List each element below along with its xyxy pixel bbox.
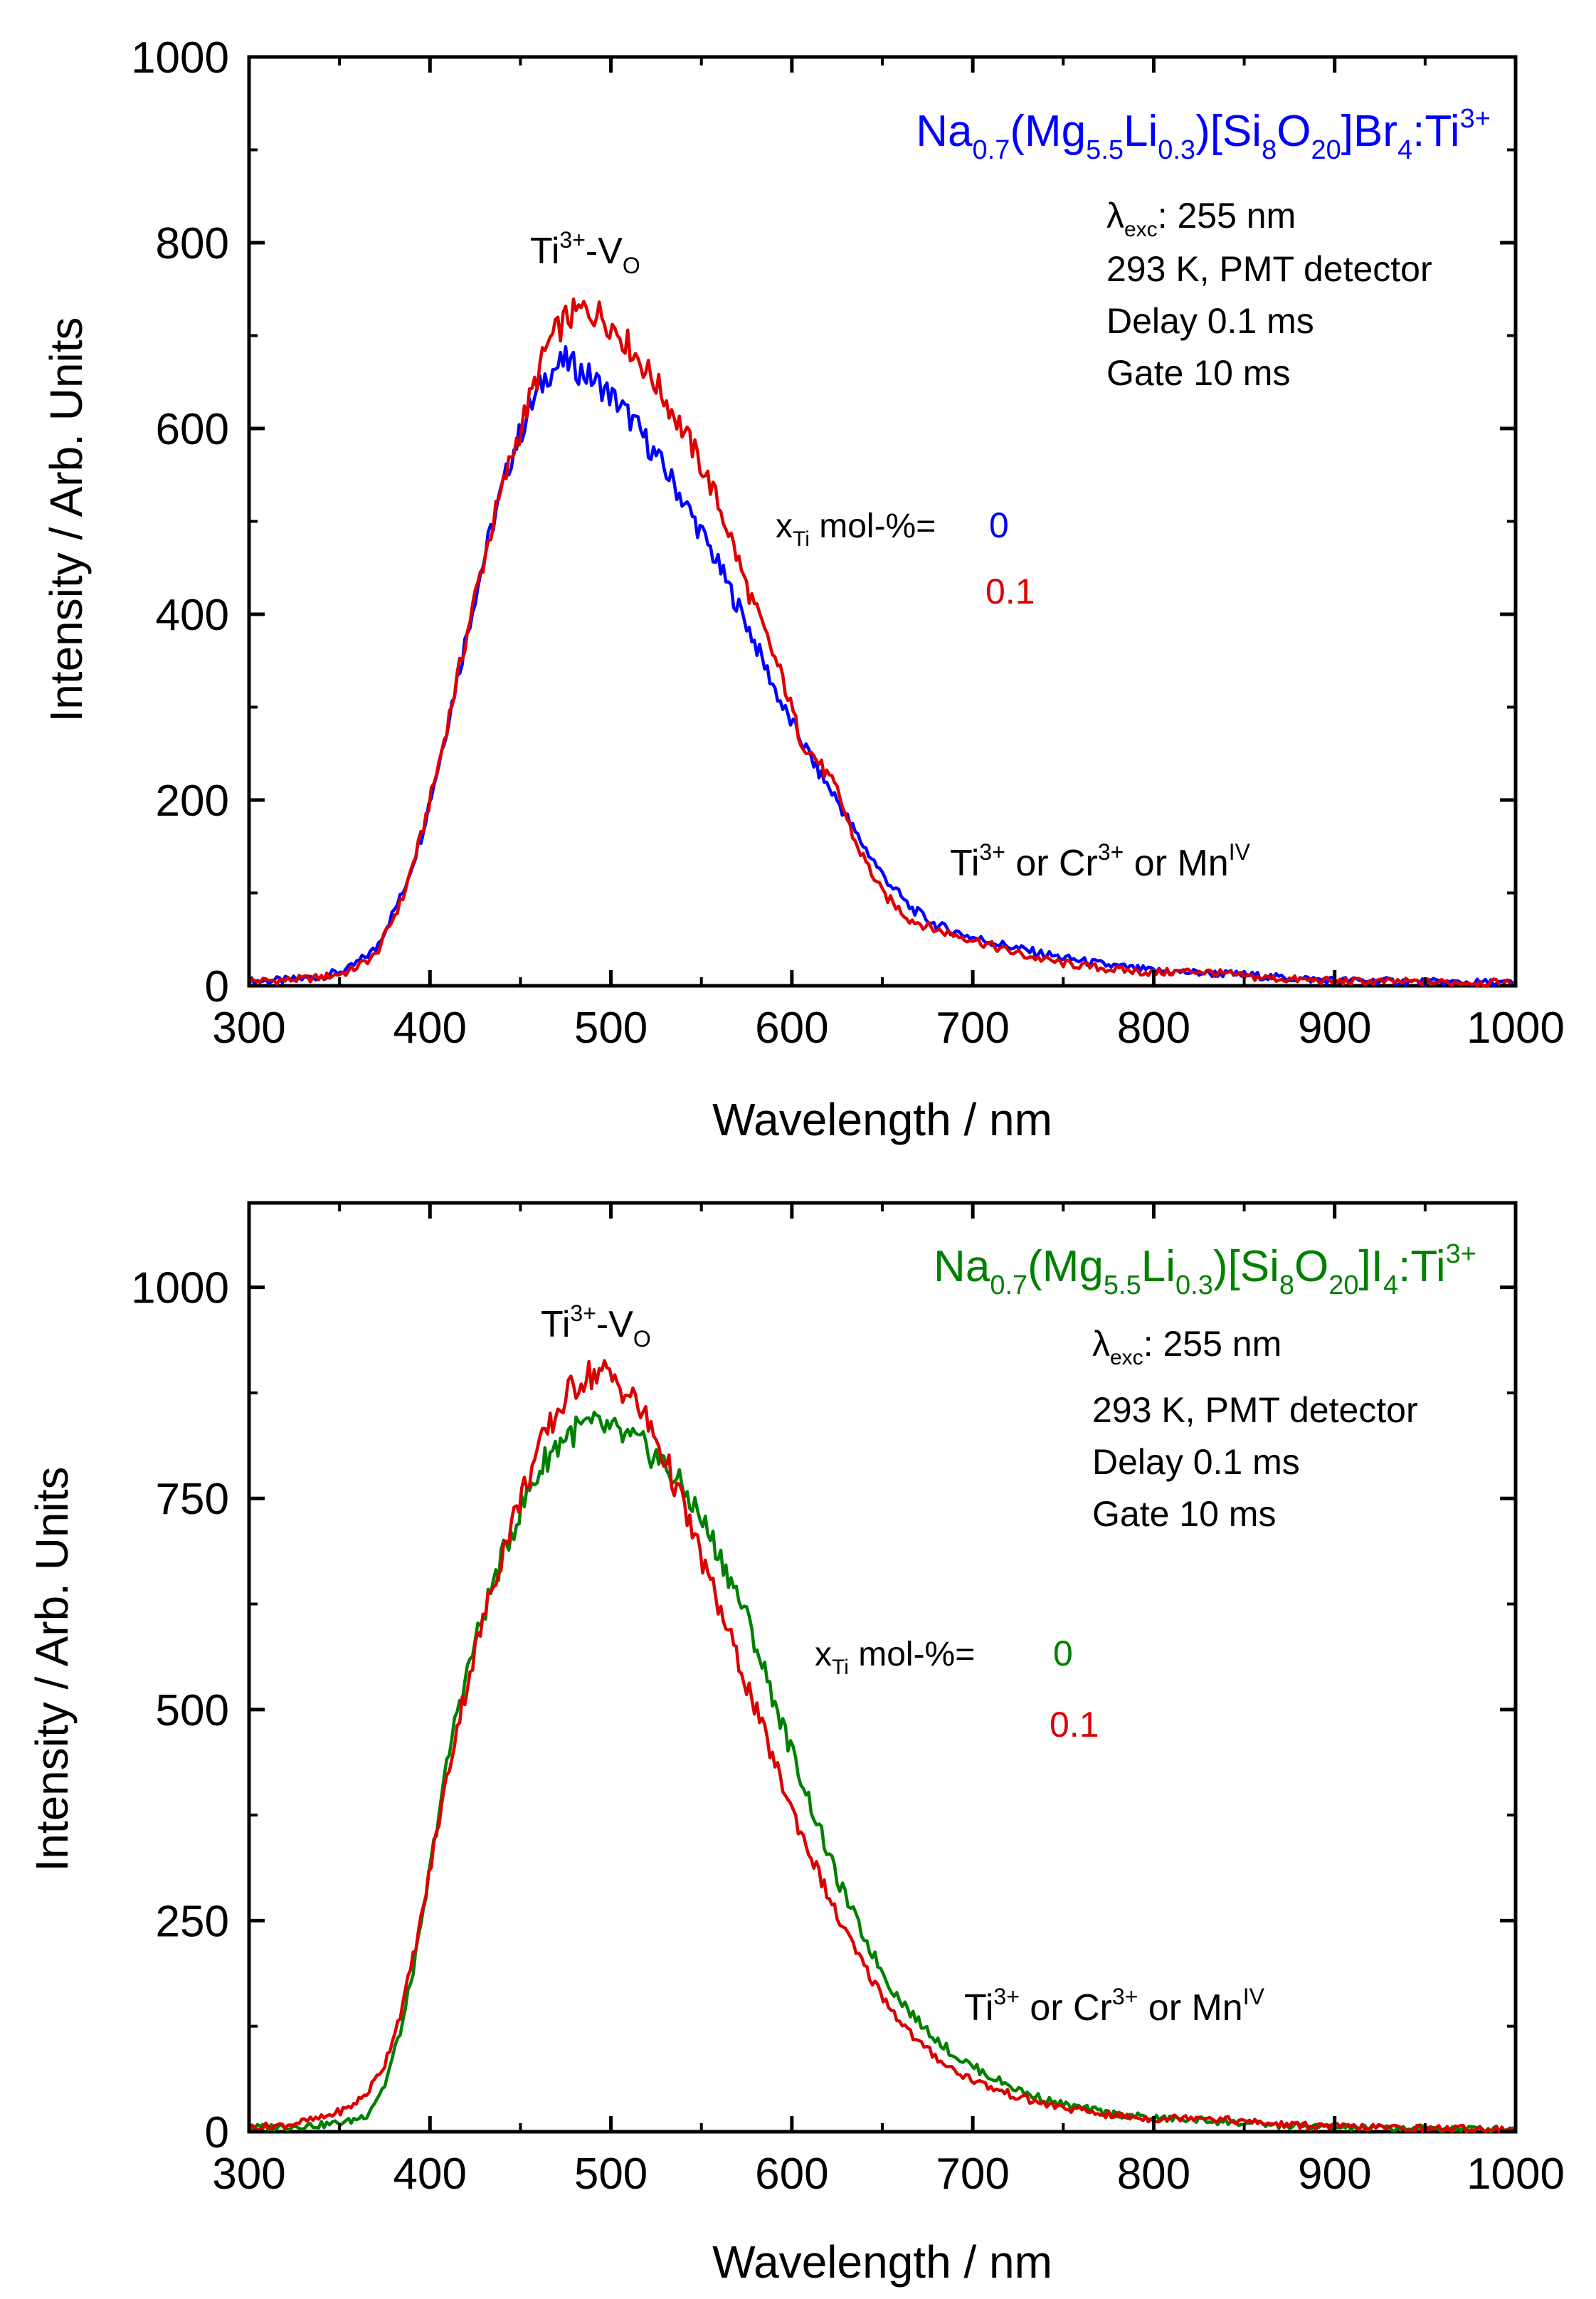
panel-bottom-x-tick-label: 400 [393, 2150, 467, 2199]
panel-top-y-tick-label: 1000 [131, 33, 229, 83]
panel-top: 300 400 500 600 700 800 900 1000 0 200 400 600 800 1… [41, 33, 1565, 1145]
panel-top-x-tick-label: 900 [1298, 1004, 1371, 1053]
panel-bottom-condition-gate: Gate 10 ms [1092, 1494, 1276, 1534]
panel-bottom-x-tick-label: 800 [1117, 2150, 1190, 2199]
panel-top-legend-value-0: 0 [989, 505, 1009, 545]
panel-bottom-series-line-0 [248, 1410, 1516, 2134]
panel-bottom-y-tick-label: 250 [156, 1897, 229, 1946]
panel-top-x-tick-label: 300 [212, 1004, 285, 1053]
panel-top-x-tick-labels: 300 400 500 600 700 800 900 1000 [212, 1004, 1565, 1053]
panel-top-shoulder-annotation: Ti3+ or Cr3+ or MnIV [950, 839, 1251, 884]
panel-bottom-x-tick-labels: 300 400 500 600 700 800 900 1000 [212, 2150, 1565, 2199]
panel-top-condition-temperature: 293 K, PMT detector [1106, 249, 1432, 289]
panel-top-y-tick-label: 0 [205, 962, 229, 1011]
panel-top-condition-delay: Delay 0.1 ms [1106, 301, 1314, 341]
panel-top-ticks [247, 55, 1518, 988]
panel-bottom: 300 400 500 600 700 800 900 1000 0 250 500 750 1000… [26, 1201, 1565, 2288]
panel-bottom-shoulder-annotation: Ti3+ or Cr3+ or MnIV [964, 1984, 1265, 2029]
panel-top-x-tick-label: 500 [574, 1004, 648, 1053]
panel-bottom-y-tick-labels: 0 250 500 750 1000 [131, 1264, 229, 2157]
panel-top-y-tick-label: 200 [156, 777, 229, 826]
panel-bottom-condition-temperature: 293 K, PMT detector [1092, 1390, 1418, 1430]
panel-bottom-x-tick-label: 700 [936, 2150, 1009, 2199]
panel-bottom-x-tick-label: 500 [574, 2150, 648, 2199]
panel-bottom-condition-delay: Delay 0.1 ms [1092, 1442, 1300, 1482]
panel-top-x-tick-label: 700 [936, 1004, 1009, 1053]
panel-top-y-axis-label: Intensity / Arb. Units [41, 317, 92, 722]
panel-bottom-x-tick-label: 900 [1298, 2150, 1371, 2199]
panel-top-legend-title: xTi mol-%= [776, 507, 936, 551]
panel-top-series-line-0-1 [248, 298, 1517, 988]
panel-top-x-tick-label: 400 [393, 1004, 467, 1053]
panel-bottom-y-tick-label: 500 [156, 1686, 229, 1735]
panel-top-excitation-label: λexc: 255 nm [1106, 196, 1296, 241]
panel-bottom-y-tick-label: 1000 [131, 1264, 229, 1313]
panel-bottom-legend-value-0: 0 [1053, 1634, 1073, 1673]
panel-top-x-axis-label: Wavelength / nm [712, 1094, 1052, 1145]
panel-top-x-tick-label: 600 [755, 1004, 828, 1053]
panel-top-peak-annotation: Ti3+-VO [530, 227, 640, 278]
panel-bottom-series-line-0-1 [248, 1359, 1517, 2134]
panel-top-y-tick-label: 800 [156, 219, 229, 268]
panel-bottom-ticks [247, 1203, 1518, 2134]
panel-bottom-series-layer [248, 1359, 1517, 2134]
panel-bottom-x-tick-label: 300 [212, 2150, 285, 2199]
panel-bottom-x-tick-label: 1000 [1466, 2150, 1565, 2199]
panel-top-compound-title: Na0.7(Mg5.5Li0.3)[Si8O20]Br4:Ti3+ [916, 104, 1491, 165]
panel-bottom-x-tick-label: 600 [755, 2150, 828, 2199]
panel-bottom-y-tick-label: 0 [205, 2108, 229, 2157]
panel-bottom-y-axis-label: Intensity / Arb. Units [26, 1466, 78, 1871]
panel-bottom-compound-title: Na0.7(Mg5.5Li0.3)[Si8O20]I4:Ti3+ [934, 1239, 1476, 1300]
panel-bottom-excitation-label: λexc: 255 nm [1092, 1324, 1281, 1369]
panel-top-y-tick-labels: 0 200 400 600 800 1000 [131, 33, 229, 1011]
panel-top-x-tick-label: 1000 [1466, 1004, 1565, 1053]
panel-top-y-tick-label: 400 [156, 591, 229, 640]
panel-top-legend-value-0-1: 0.1 [985, 572, 1035, 611]
panel-top-y-tick-label: 600 [156, 405, 229, 454]
panel-top-series-layer [247, 298, 1517, 988]
panel-bottom-peak-annotation: Ti3+-VO [541, 1300, 651, 1352]
panel-top-x-tick-label: 800 [1117, 1004, 1190, 1053]
panel-bottom-y-tick-label: 750 [156, 1475, 229, 1524]
panel-bottom-legend-title: xTi mol-%= [815, 1636, 975, 1679]
panel-bottom-legend-value-0-1: 0.1 [1050, 1705, 1099, 1745]
panel-bottom-x-axis-label: Wavelength / nm [712, 2236, 1052, 2288]
panel-top-condition-gate: Gate 10 ms [1106, 353, 1290, 393]
